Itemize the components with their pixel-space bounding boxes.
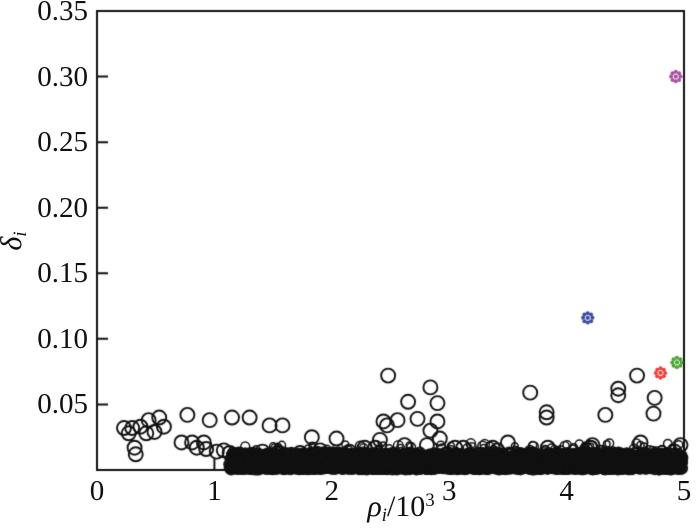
y-tick-label: 0.15 [37, 257, 88, 290]
y-tick-label: 0.10 [37, 322, 88, 355]
y-tick-label: 0.35 [37, 0, 88, 27]
x-tick-label: 0 [89, 475, 105, 507]
x-tick-label: 4 [559, 475, 574, 507]
y-tick-label: 0.20 [37, 191, 88, 224]
x-tick-label: 1 [207, 475, 222, 507]
x-tick-label: 2 [324, 475, 340, 507]
y-tick-label: 0.30 [37, 60, 88, 93]
x-axis-subscript: i [381, 505, 387, 527]
y-tick-label: 0.05 [37, 388, 88, 421]
x-axis-divider: /10 [386, 490, 426, 523]
y-axis-symbol: δ [0, 237, 28, 251]
x-tick-label: 3 [441, 475, 457, 507]
x-tick-label: 5 [676, 475, 692, 507]
x-axis-exponent: 3 [425, 489, 435, 511]
y-tick-label: 0.25 [37, 126, 88, 159]
y-axis-subscript: i [10, 231, 32, 237]
x-axis-label: ρi/103 [326, 489, 476, 527]
x-axis-symbol: ρ [367, 490, 382, 523]
